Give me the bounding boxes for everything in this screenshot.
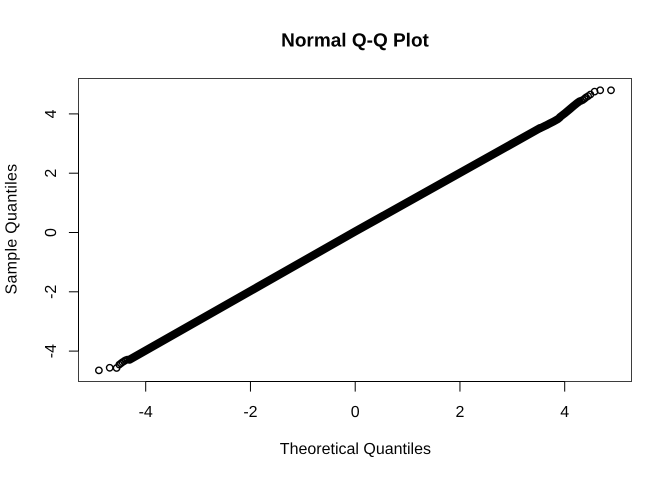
svg-text:Theoretical Quantiles: Theoretical Quantiles	[280, 441, 431, 458]
svg-text:4: 4	[43, 109, 60, 118]
svg-text:-4: -4	[139, 404, 153, 421]
svg-text:4: 4	[560, 404, 569, 421]
svg-text:0: 0	[43, 228, 60, 237]
svg-text:2: 2	[455, 404, 464, 421]
svg-text:Normal Q-Q Plot: Normal Q-Q Plot	[281, 31, 429, 52]
svg-text:Sample Quantiles: Sample Quantiles	[4, 164, 21, 295]
svg-text:-2: -2	[243, 404, 257, 421]
svg-text:-2: -2	[43, 285, 60, 299]
svg-text:2: 2	[43, 169, 60, 178]
svg-text:-4: -4	[43, 344, 60, 358]
svg-text:0: 0	[351, 404, 360, 421]
